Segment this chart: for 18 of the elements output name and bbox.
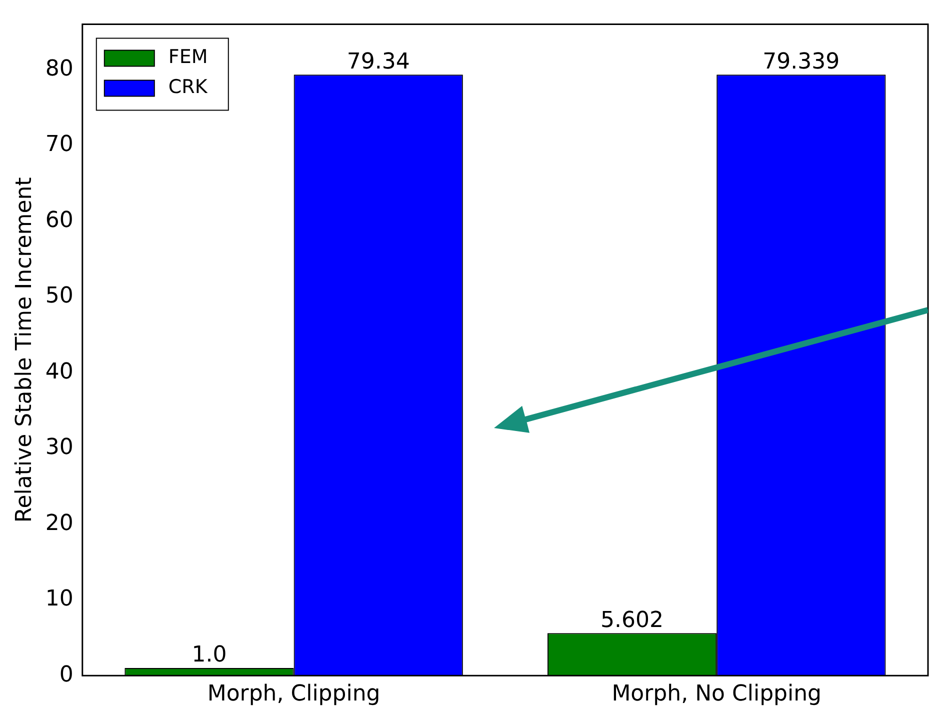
y-tick-label: 10 — [45, 586, 74, 612]
legend-label: CRK — [168, 76, 208, 98]
y-tick-label: 30 — [45, 435, 74, 460]
legend-label: FEM — [168, 46, 208, 68]
y-axis-title: Relative Stable Time Increment — [12, 176, 37, 523]
data-label: 79.34 — [346, 49, 410, 74]
y-tick-label: 80 — [45, 56, 74, 82]
x-tick-label: Morph, No Clipping — [612, 682, 822, 707]
y-tick-label: 70 — [45, 132, 74, 158]
data-label: 1.0 — [192, 642, 227, 668]
y-tick-label: 40 — [45, 359, 74, 384]
data-label: 79.339 — [762, 49, 840, 74]
x-tick-label: Morph, Clipping — [207, 682, 380, 707]
y-tick-label: 0 — [59, 662, 74, 688]
y-tick-label: 50 — [45, 284, 74, 309]
data-label: 5.602 — [600, 608, 664, 633]
y-tick-label: 20 — [45, 510, 74, 536]
y-tick-label: 60 — [45, 208, 74, 233]
